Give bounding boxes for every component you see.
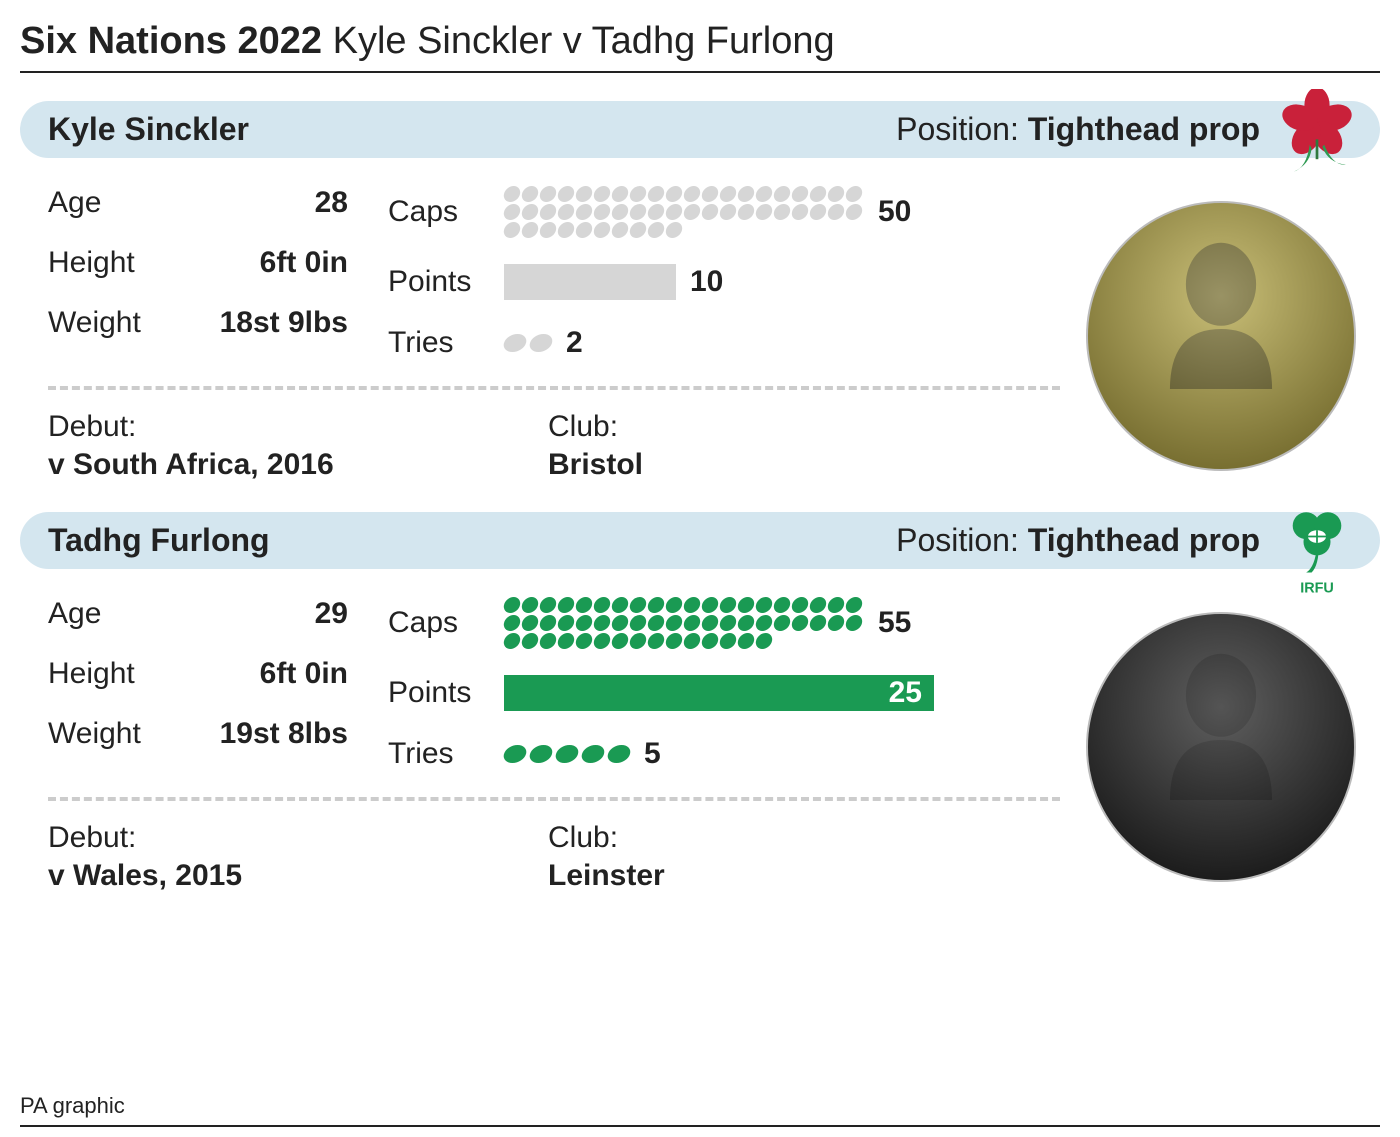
player-header: Tadhg Furlong Position: Tighthead prop I…	[20, 512, 1380, 569]
stat-height: Height6ft 0in	[48, 657, 388, 691]
caps-dots-icon	[504, 597, 864, 649]
player-card: Tadhg Furlong Position: Tighthead prop I…	[20, 512, 1380, 893]
player-photo	[1086, 201, 1356, 471]
player-photo	[1086, 612, 1356, 882]
stats-divider	[48, 797, 1060, 801]
footer-credit: PA graphic	[20, 1093, 1380, 1127]
stat-club: Club: Leinster	[548, 821, 1048, 893]
stat-points: Points 25	[388, 675, 1028, 711]
stat-tries: Tries 2	[388, 326, 1028, 360]
caps-dots-icon	[504, 186, 864, 238]
stat-weight: Weight19st 8lbs	[48, 717, 388, 751]
england-rose-icon	[1272, 89, 1362, 179]
points-bar: 10	[504, 264, 723, 300]
team-badge-icon	[1272, 89, 1362, 179]
stat-points: Points 10	[388, 264, 1028, 300]
stat-tries: Tries 5	[388, 737, 1028, 771]
player-card: Kyle Sinckler Position: Tighthead prop A…	[20, 101, 1380, 482]
tries-pips-icon	[504, 334, 552, 352]
stat-age: Age28	[48, 186, 388, 220]
stat-height: Height6ft 0in	[48, 246, 388, 280]
stat-club: Club: Bristol	[548, 410, 1048, 482]
player-name: Kyle Sinckler	[48, 111, 249, 148]
stat-debut: Debut: v South Africa, 2016	[48, 410, 548, 482]
title-rest: Kyle Sinckler v Tadhg Furlong	[333, 20, 835, 62]
points-bar: 25	[504, 675, 934, 711]
stats-divider	[48, 386, 1060, 390]
ireland-shamrock-icon: IRFU	[1272, 500, 1362, 600]
player-header: Kyle Sinckler Position: Tighthead prop	[20, 101, 1380, 158]
player-position: Position: Tighthead prop	[896, 522, 1260, 559]
tries-pips-icon	[504, 745, 630, 763]
title-bold: Six Nations 2022	[20, 20, 322, 62]
team-badge-icon: IRFU	[1272, 500, 1362, 590]
stat-age: Age29	[48, 597, 388, 631]
stat-caps: Caps 55	[388, 597, 1028, 649]
stat-caps: Caps 50	[388, 186, 1028, 238]
player-position: Position: Tighthead prop	[896, 111, 1260, 148]
stat-weight: Weight18st 9lbs	[48, 306, 388, 340]
player-name: Tadhg Furlong	[48, 522, 270, 559]
stat-debut: Debut: v Wales, 2015	[48, 821, 548, 893]
page-title: Six Nations 2022 Kyle Sinckler v Tadhg F…	[20, 20, 1380, 73]
svg-text:IRFU: IRFU	[1300, 580, 1334, 596]
